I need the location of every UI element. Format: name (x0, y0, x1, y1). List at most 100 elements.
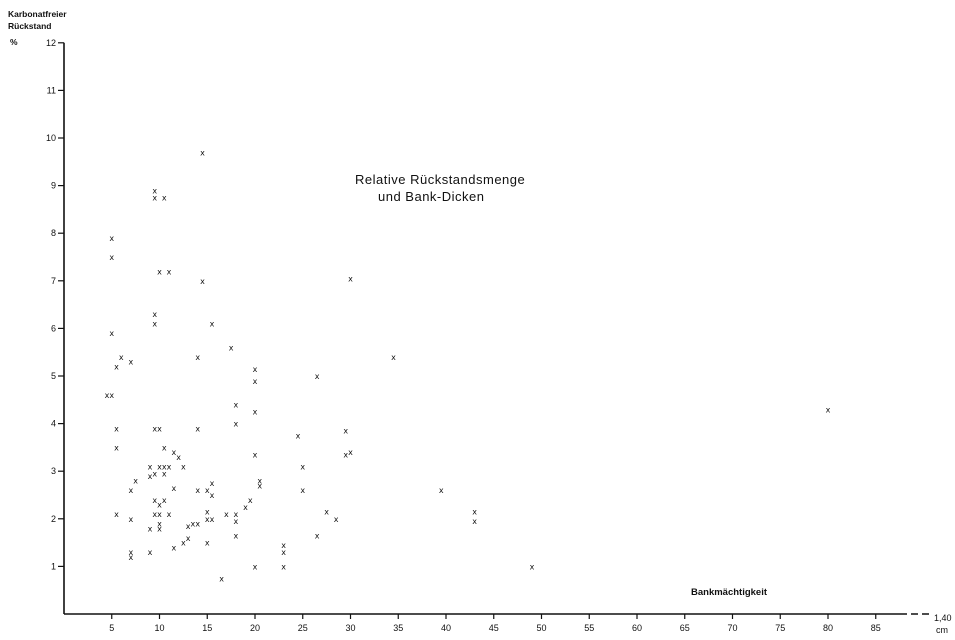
data-point: x (109, 234, 114, 243)
y-tick-label: 11 (47, 85, 56, 95)
data-point: x (167, 267, 172, 276)
data-point: x (191, 520, 196, 529)
data-point: x (157, 462, 162, 471)
data-point: x (224, 510, 229, 519)
data-point: x (248, 496, 253, 505)
data-point: x (234, 401, 239, 410)
x-tick-label: 5 (109, 623, 114, 633)
data-point: x (253, 377, 258, 386)
x-axis-title: Bankmächtigkeit (691, 587, 768, 598)
data-point: x (296, 432, 301, 441)
x-tick-label: 60 (632, 623, 642, 633)
data-point: x (114, 362, 119, 371)
y-tick-label: 8 (51, 228, 56, 238)
x-axis-unit: cm (936, 625, 948, 635)
data-point: x (128, 515, 133, 524)
data-point: x (281, 548, 286, 557)
data-point: x (109, 329, 114, 338)
data-point: x (195, 424, 200, 433)
y-tick-label: 6 (51, 323, 56, 333)
y-axis-title-line2: Rückstand (8, 21, 51, 31)
data-point: x (109, 253, 114, 262)
data-point: x (205, 486, 210, 495)
data-point: x (300, 462, 305, 471)
data-point: x (234, 420, 239, 429)
data-point: x (253, 451, 258, 460)
x-ticks: 5 10 15 20 25 30 35 40 45 50 55 60 65 70 75 80 85 (109, 614, 881, 633)
data-point: x (257, 477, 262, 486)
data-point: x (253, 408, 258, 417)
x-tick-label: 45 (489, 623, 499, 633)
data-points: x x x x x x x x x x x x x x x x x x x x x x x x x x x x x x x x x x x x x x x x… (105, 148, 831, 583)
data-point: x (348, 448, 353, 457)
data-point: x (253, 365, 258, 374)
data-point: x (200, 148, 205, 157)
y-tick-label: 9 (51, 181, 56, 191)
data-point: x (234, 510, 239, 519)
y-tick-label: 7 (51, 276, 56, 286)
data-point: x (205, 508, 210, 517)
data-point: x (281, 541, 286, 550)
data-point: x (128, 548, 133, 557)
data-point: x (167, 462, 172, 471)
data-point: x (152, 194, 157, 203)
x-tick-label: 85 (871, 623, 881, 633)
x-tick-label: 50 (536, 623, 546, 633)
y-axis-title-line1: Karbonatfreier (8, 9, 67, 19)
data-point: x (176, 453, 181, 462)
data-point: x (128, 553, 133, 562)
y-tick-label: 5 (51, 371, 56, 381)
data-point: x (186, 522, 191, 531)
data-point: x (157, 510, 162, 519)
data-point: x (157, 520, 162, 529)
data-point: x (157, 501, 162, 510)
data-point: x (200, 277, 205, 286)
data-point: x (152, 470, 157, 479)
data-point: x (181, 539, 186, 548)
data-point: x (343, 427, 348, 436)
data-point: x (128, 486, 133, 495)
y-tick-label: 2 (51, 514, 56, 524)
x-tick-label: 15 (202, 623, 212, 633)
data-point: x (152, 320, 157, 329)
x-tick-label: 80 (823, 623, 833, 633)
x-tick-label: 10 (154, 623, 164, 633)
data-point: x (210, 515, 215, 524)
data-point: x (205, 515, 210, 524)
data-point: x (348, 274, 353, 283)
x-tick-label: 30 (345, 623, 355, 633)
data-point: x (171, 484, 176, 493)
data-point: x (148, 548, 153, 557)
data-point: x (257, 481, 262, 490)
data-point: x (219, 574, 224, 583)
data-point: x (439, 486, 444, 495)
data-point: x (162, 462, 167, 471)
data-point: x (152, 424, 157, 433)
data-point: x (105, 391, 110, 400)
data-point: x (133, 477, 138, 486)
data-point: x (152, 310, 157, 319)
data-point: x (162, 443, 167, 452)
data-point: x (114, 424, 119, 433)
y-axis-unit: % (10, 37, 18, 47)
data-point: x (114, 443, 119, 452)
data-point: x (826, 405, 831, 414)
data-point: x (162, 470, 167, 479)
data-point: x (324, 508, 329, 517)
chart-title-line1: Relative Rückstandsmenge (355, 172, 525, 187)
data-point: x (229, 343, 234, 352)
data-point: x (152, 496, 157, 505)
data-point: x (210, 491, 215, 500)
x-tick-label: 75 (775, 623, 785, 633)
y-tick-label: 12 (46, 38, 56, 48)
data-point: x (171, 448, 176, 457)
data-point: x (157, 424, 162, 433)
x-tick-label: 55 (584, 623, 594, 633)
x-tick-label: 70 (727, 623, 737, 633)
data-point: x (253, 562, 258, 571)
data-point: x (109, 391, 114, 400)
data-point: x (152, 510, 157, 519)
x-axis-end-label: 1,40 (934, 613, 952, 623)
data-point: x (472, 517, 477, 526)
